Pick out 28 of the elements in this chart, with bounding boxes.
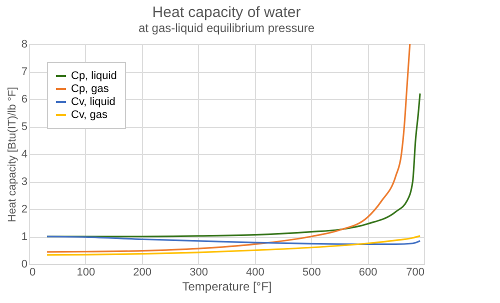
x-tick-label: 0 [30, 266, 36, 278]
line-series [46, 44, 411, 253]
y-tick-label: 7 [21, 66, 28, 78]
x-tick-label: 100 [76, 266, 96, 278]
x-tick-label: 200 [133, 266, 152, 278]
x-tick-label: 500 [302, 266, 321, 278]
x-tick-label: 400 [246, 266, 264, 278]
line-series [46, 235, 421, 256]
chart-subtitle: at gas-liquid equilibrium pressure [138, 21, 315, 35]
y-tick-label: 3 [21, 176, 28, 188]
legend-label: Cp, gas [71, 83, 110, 95]
y-tick-label: 0 [21, 258, 28, 270]
y-tick-label: 4 [21, 148, 28, 160]
y-tick-label: 5 [21, 121, 28, 133]
legend-label: Cv, gas [71, 109, 108, 121]
x-tick-label: 600 [358, 266, 378, 278]
x-axis-title: Temperature [°F] [182, 280, 272, 294]
y-axis-title: Heat capacity [Btu(IT)/lb °F] [6, 86, 18, 222]
chart-title: Heat capacity of water [152, 4, 301, 21]
y-tick-label: 8 [21, 38, 28, 50]
y-tick-label: 2 [21, 204, 28, 216]
y-tick-label: 1 [21, 231, 28, 243]
x-tick-label: 300 [190, 266, 208, 278]
line-series [46, 236, 421, 245]
legend-label: Cp, liquid [71, 70, 117, 82]
y-tick-label: 6 [21, 94, 28, 106]
x-tick-label: 700 [406, 266, 424, 278]
legend-label: Cv, liquid [71, 96, 116, 108]
